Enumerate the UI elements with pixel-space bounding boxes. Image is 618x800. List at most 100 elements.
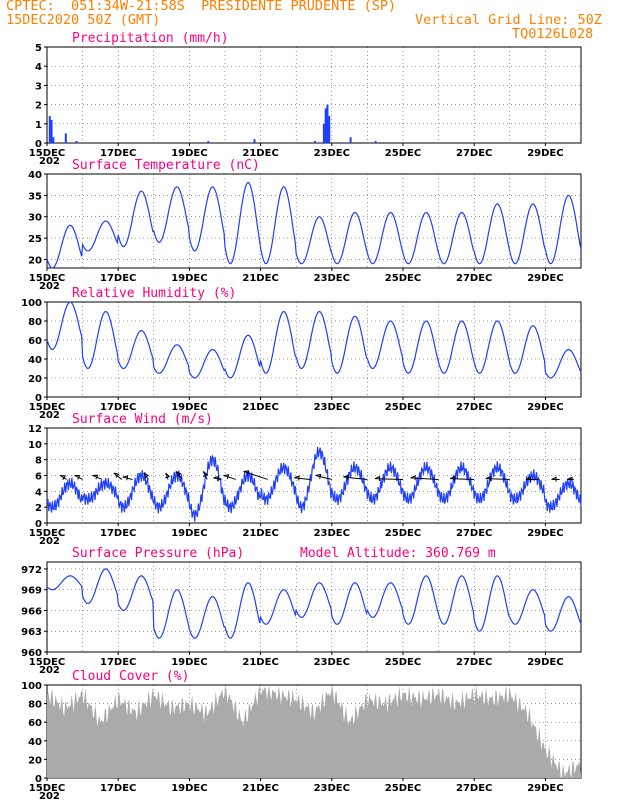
location-label: PRESIDENTE PRUDENTE (SP) — [201, 0, 397, 14]
wind-arrowhead — [223, 474, 230, 480]
run-id-label: TQ0126L028 — [512, 26, 594, 42]
wind-arrowhead — [294, 475, 300, 481]
precip-bar — [253, 139, 256, 143]
y-tick-label: 10 — [28, 440, 42, 451]
precip-bar — [322, 123, 325, 143]
y-tick-label: 972 — [21, 565, 42, 576]
y-tick-label: 2 — [35, 503, 42, 514]
y-tick-label: 40 — [28, 737, 42, 748]
x-tick-label: 15DEC — [29, 528, 65, 539]
x-tick-label: 15DEC — [29, 273, 65, 284]
precip-bar — [48, 116, 51, 143]
panel-title: Precipitation (mm/h) — [72, 31, 229, 46]
x-year-label: 202 — [39, 410, 60, 421]
x-tick-label: 27DEC — [456, 528, 492, 539]
x-year-label: 202 — [39, 665, 60, 676]
panel-frame-2 — [46, 301, 582, 398]
y-tick-label: 1 — [35, 120, 42, 131]
x-year-label: 202 — [39, 536, 60, 547]
wind-arrowhead — [213, 475, 219, 482]
y-tick-label: 100 — [21, 681, 42, 692]
x-tick-label: 21DEC — [242, 528, 278, 539]
x-tick-label: 19DEC — [171, 528, 207, 539]
x-tick-label: 19DEC — [171, 783, 207, 794]
y-tick-label: 960 — [21, 648, 42, 659]
wind-arrowhead — [122, 475, 129, 481]
x-tick-label: 17DEC — [100, 657, 136, 668]
x-tick-label: 23DEC — [314, 148, 350, 159]
y-tick-label: 35 — [28, 191, 42, 202]
wind-vector — [223, 474, 236, 480]
wind_speed-line — [46, 446, 582, 522]
wind-arrowhead — [113, 472, 120, 478]
y-tick-label: 2 — [35, 101, 42, 112]
y-tick-label: 963 — [21, 627, 42, 638]
y-tick-label: 60 — [28, 336, 42, 347]
x-tick-label: 21DEC — [242, 273, 278, 284]
y-tick-label: 969 — [21, 586, 42, 597]
x-tick-label: 19DEC — [171, 148, 207, 159]
precip-bar — [75, 141, 78, 143]
panel-title: Surface Pressure (hPa) — [72, 546, 244, 561]
y-tick-label: 40 — [28, 355, 42, 366]
x-tick-label: 27DEC — [456, 148, 492, 159]
x-tick-label: 29DEC — [527, 273, 563, 284]
panel-frame-0 — [46, 46, 582, 144]
wind-vector — [175, 471, 183, 480]
x-tick-label: 25DEC — [385, 148, 421, 159]
x-tick-label: 25DEC — [385, 273, 421, 284]
wind-vector — [294, 477, 311, 480]
y-tick-label: 40 — [28, 170, 42, 181]
panel-title: Cloud Cover (%) — [72, 669, 189, 684]
y-tick-label: 12 — [28, 424, 42, 435]
y-tick-label: 80 — [28, 700, 42, 711]
x-tick-label: 15DEC — [29, 402, 65, 413]
wind-arrowhead — [175, 471, 182, 477]
panel-annotation: Model Altitude: 360.769 m — [300, 546, 496, 561]
y-tick-label: 0 — [35, 393, 42, 404]
y-tick-label: 0 — [35, 519, 42, 530]
panel-title: Relative Humidity (%) — [72, 286, 236, 301]
x-tick-label: 19DEC — [171, 273, 207, 284]
cloud-cover-area — [47, 685, 581, 778]
wind-arrowhead — [374, 475, 381, 482]
wind-arrowhead — [243, 470, 250, 476]
x-tick-label: 23DEC — [314, 402, 350, 413]
precip-bar — [374, 141, 377, 143]
y-tick-label: 60 — [28, 718, 42, 729]
precip-bar — [52, 137, 55, 143]
x-tick-label: 17DEC — [100, 148, 136, 159]
x-tick-label: 25DEC — [385, 528, 421, 539]
wind-arrowhead — [74, 475, 81, 480]
x-year-label: 202 — [39, 156, 60, 167]
x-tick-label: 25DEC — [385, 657, 421, 668]
y-tick-label: 6 — [35, 472, 42, 483]
wind-vector — [59, 475, 67, 480]
x-tick-label: 25DEC — [385, 783, 421, 794]
y-tick-label: 4 — [35, 487, 42, 498]
x-tick-label: 15DEC — [29, 148, 65, 159]
wind-arrowhead — [526, 476, 532, 482]
wind-arrowhead — [567, 476, 573, 482]
x-tick-label: 15DEC — [29, 783, 65, 794]
y-tick-label: 0 — [35, 139, 42, 150]
precip-bar — [324, 108, 327, 143]
humidity-line — [46, 301, 582, 379]
wind-arrowhead — [315, 473, 322, 479]
wind-arrowhead — [92, 474, 99, 480]
y-tick-label: 25 — [28, 234, 42, 245]
y-tick-label: 4 — [35, 62, 42, 73]
precip-bar — [349, 137, 352, 143]
panel-title: Surface Temperature (nC) — [72, 158, 260, 173]
x-tick-label: 23DEC — [314, 528, 350, 539]
precip-bar — [328, 116, 331, 143]
x-tick-label: 29DEC — [527, 657, 563, 668]
pressure-line — [46, 568, 582, 639]
x-tick-label: 27DEC — [456, 657, 492, 668]
x-tick-label: 27DEC — [456, 273, 492, 284]
x-tick-label: 17DEC — [100, 402, 136, 413]
y-tick-label: 3 — [35, 81, 42, 92]
panel-title: Surface Wind (m/s) — [72, 412, 213, 427]
x-tick-label: 25DEC — [385, 402, 421, 413]
x-tick-label: 17DEC — [100, 783, 136, 794]
